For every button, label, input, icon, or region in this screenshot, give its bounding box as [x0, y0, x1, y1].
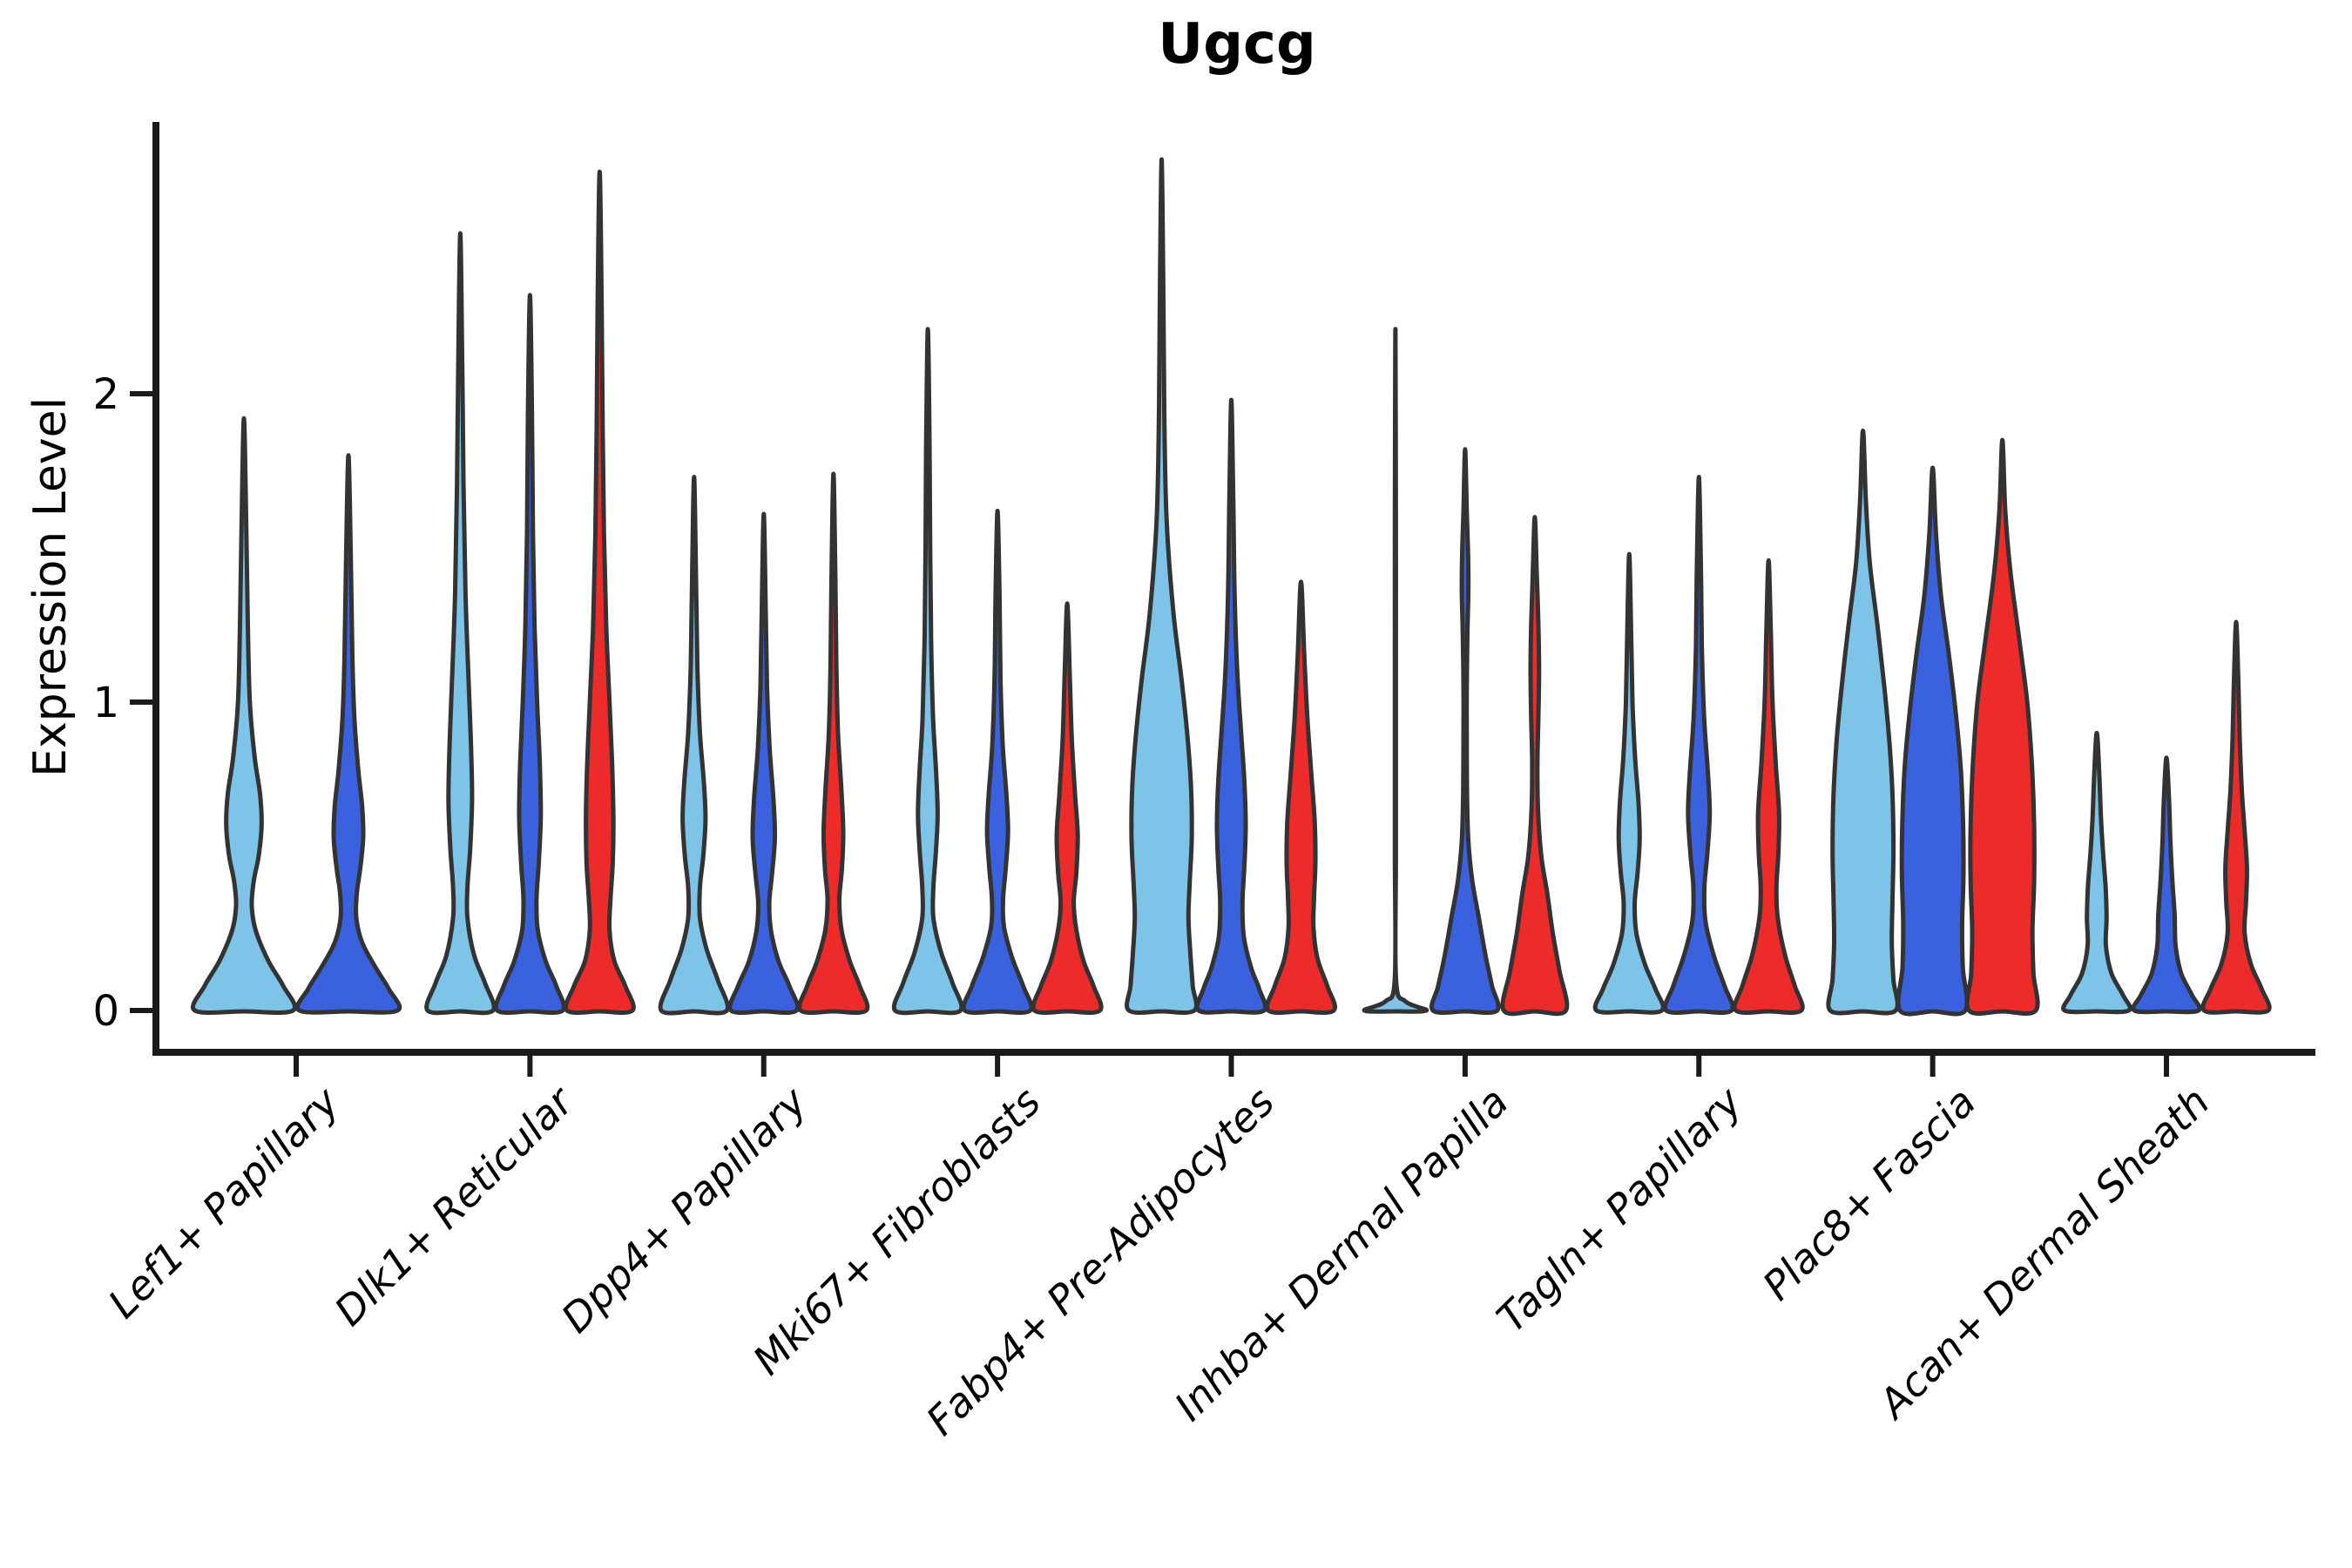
violin-mki67-fibroblasts-royal-blue [961, 509, 1034, 1015]
y-tick-label-1: 1 [92, 679, 119, 727]
y-tick-label-0: 0 [92, 987, 119, 1036]
violin-dpp4-papillary-light-blue [658, 475, 730, 1016]
violin-inhba-dermal-papilla-light-blue [1362, 327, 1429, 1014]
violin-dlk1-reticular-royal-blue [493, 293, 566, 1015]
violin-tagln-papillary-royal-blue [1662, 475, 1735, 1015]
x-tick-label-dpp4-papillary: Dpp4+ Papillary [552, 1078, 816, 1342]
violin-plac8-fascia-royal-blue [1896, 465, 1970, 1017]
violin-tagln-papillary-red [1732, 558, 1805, 1015]
violin-plac8-fascia-red [1964, 437, 2040, 1016]
violin-tagln-papillary-light-blue [1592, 551, 1666, 1015]
violin-plac8-fascia-light-blue [1826, 429, 1900, 1016]
violin-mki67-fibroblasts-light-blue [891, 327, 964, 1016]
violin-fabp4-pre-adipocytes-red [1265, 579, 1337, 1015]
violin-inhba-dermal-papilla-royal-blue [1429, 447, 1501, 1015]
violin-fabp4-pre-adipocytes-light-blue [1125, 157, 1199, 1015]
x-tick-label-plac8-fascia: Plac8+ Fascia [1754, 1078, 1984, 1309]
x-tick-label-dlk1-reticular: Dlk1+ Reticular [326, 1076, 585, 1335]
violin-dpp4-papillary-royal-blue [727, 511, 801, 1015]
violin-fabp4-pre-adipocytes-royal-blue [1194, 397, 1268, 1015]
violin-lef1-papillary-light-blue [191, 416, 297, 1015]
y-axis-label: Expression Level [24, 396, 77, 778]
violin-lef1-papillary-royal-blue [294, 453, 402, 1015]
violin-dlk1-reticular-light-blue [424, 231, 497, 1016]
y-tick-label-2: 2 [92, 370, 119, 419]
violin-inhba-dermal-papilla-red [1500, 515, 1570, 1017]
violin-dlk1-reticular-red [564, 169, 636, 1015]
violin-dpp4-papillary-red [797, 471, 870, 1015]
x-tick-label-tagln-papillary: Tagln+ Papillary [1488, 1078, 1752, 1342]
violin-mki67-fibroblasts-red [1031, 601, 1104, 1015]
violin-acan-dermal-sheath-red [2200, 619, 2272, 1015]
violin-acan-dermal-sheath-royal-blue [2131, 755, 2202, 1015]
violin-acan-dermal-sheath-light-blue [2061, 730, 2132, 1015]
chart-title: Ugcg [1158, 12, 1316, 77]
x-tick-label-lef1-papillary: Lef1+ Papillary [99, 1078, 348, 1327]
